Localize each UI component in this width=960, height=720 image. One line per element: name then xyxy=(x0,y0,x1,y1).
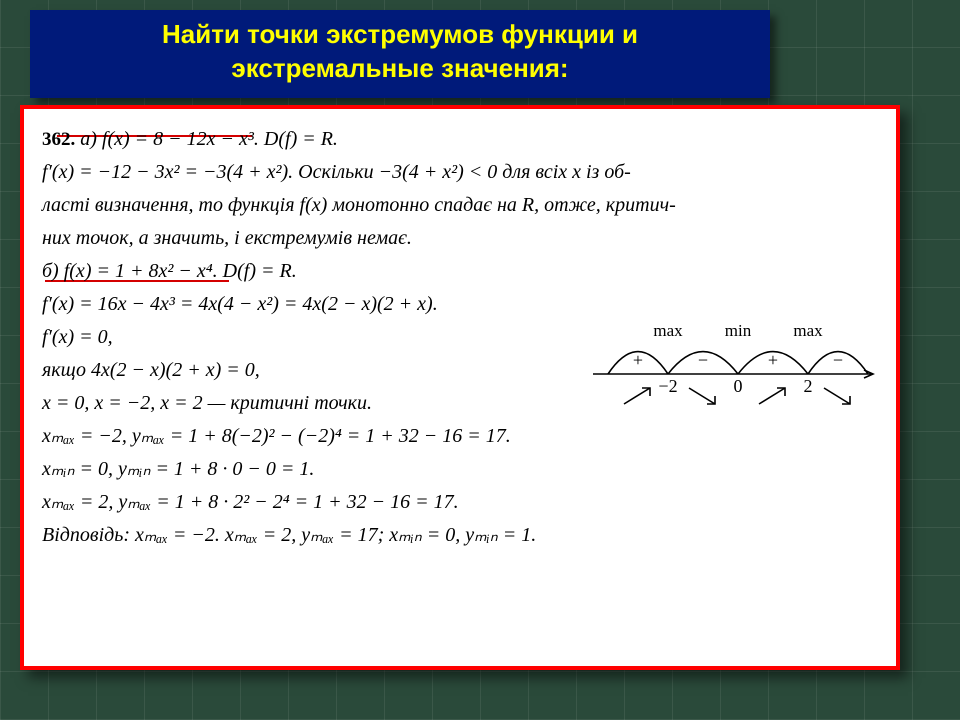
svg-text:+: + xyxy=(633,350,643,370)
title-line-2: экстремальные значения: xyxy=(50,52,750,86)
svg-text:max: max xyxy=(653,321,683,340)
sign-diagram: + − + − −2 max 0 min 2 max xyxy=(588,319,878,419)
content-frame: 362. а) f(x) = 8 − 12x − x³. D(f) = R. f… xyxy=(20,105,900,670)
part-a-func: а) f(x) = 8 − 12x − x³. D(f) = R. xyxy=(80,128,338,150)
svg-text:2: 2 xyxy=(804,376,813,396)
part-b-xmin: xₘᵢₙ = 0, yₘᵢₙ = 1 + 8 · 0 − 0 = 1. xyxy=(42,453,878,486)
part-b-func: б) f(x) = 1 + 8x² − x⁴. D(f) = R. xyxy=(42,255,878,288)
part-a-line3: них точок, а значить, і екстремумів нема… xyxy=(42,222,878,255)
svg-text:−: − xyxy=(698,350,708,370)
part-b-xmax2: xₘₐₓ = 2, yₘₐₓ = 1 + 8 · 2² − 2⁴ = 1 + 3… xyxy=(42,486,878,519)
part-a-deriv: f′(x) = −12 − 3x² = −3(4 + x²). Оскільки… xyxy=(42,156,878,189)
svg-text:+: + xyxy=(768,350,778,370)
svg-text:min: min xyxy=(725,321,752,340)
title-box: Найти точки экстремумов функции и экстре… xyxy=(30,10,770,98)
part-b-deriv: f′(x) = 16x − 4x³ = 4x(4 − x²) = 4x(2 − … xyxy=(42,288,878,321)
title-line-1: Найти точки экстремумов функции и xyxy=(50,18,750,52)
svg-text:0: 0 xyxy=(734,376,743,396)
svg-text:max: max xyxy=(793,321,823,340)
part-b-answer: Відповідь: xₘₐₓ = −2. xₘₐₓ = 2, yₘₐₓ = 1… xyxy=(42,519,878,552)
part-a-line2: ласті визначення, то функція f(x) моното… xyxy=(42,189,878,222)
problem-number: 362. xyxy=(42,129,75,150)
svg-text:−2: −2 xyxy=(658,376,677,396)
line-362-a: 362. а) f(x) = 8 − 12x − x³. D(f) = R. xyxy=(42,123,878,156)
part-b-xmax1: xₘₐₓ = −2, yₘₐₓ = 1 + 8(−2)² − (−2)⁴ = 1… xyxy=(42,420,878,453)
svg-text:−: − xyxy=(833,350,843,370)
